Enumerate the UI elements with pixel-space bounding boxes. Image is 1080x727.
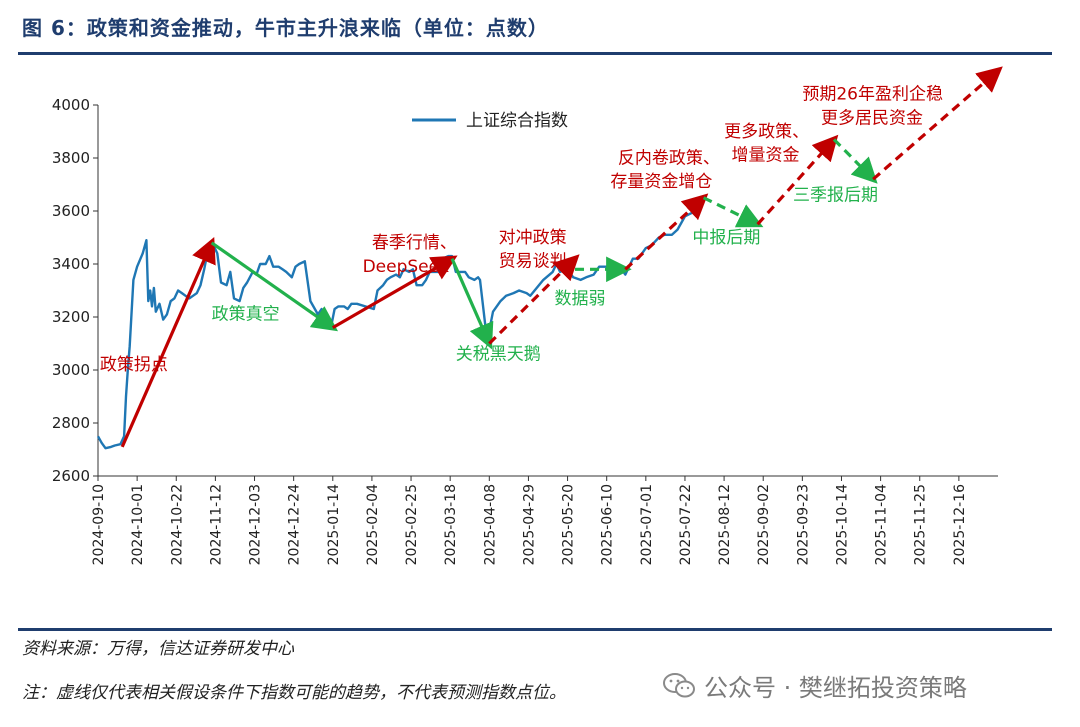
y-tick-label: 3000 xyxy=(52,361,90,379)
annotation-label: 存量资金增仓 xyxy=(610,172,712,192)
x-tick-label: 2024-11-12 xyxy=(208,484,224,565)
annotation-label: 春季行情、 xyxy=(372,233,457,253)
title-rule xyxy=(18,52,1052,55)
annotation-label: 政策拐点 xyxy=(100,355,168,375)
x-tick-label: 2025-09-23 xyxy=(795,484,811,565)
annotation-label: 预期26年盈利企稳 xyxy=(802,85,943,105)
x-tick-label: 2025-06-10 xyxy=(600,484,616,565)
x-tick-label: 2025-08-12 xyxy=(717,484,733,565)
x-tick-label: 2025-03-18 xyxy=(443,484,459,565)
annotation-label: 更多居民资金 xyxy=(821,109,923,129)
x-tick-label: 2025-02-25 xyxy=(404,484,420,565)
footer-rule xyxy=(18,628,1052,631)
x-tick-label: 2024-12-03 xyxy=(248,484,264,565)
trend-arrow-up xyxy=(331,255,458,329)
annotation-label: 政策真空 xyxy=(212,305,280,325)
y-tick-label: 2800 xyxy=(52,414,90,432)
trend-arrow-up xyxy=(120,236,216,448)
y-tick-label: 4000 xyxy=(52,96,90,114)
annotation-label: 反内卷政策、 xyxy=(618,148,720,168)
annotation-label: 贸易谈判 xyxy=(499,252,567,272)
y-tick-label: 3800 xyxy=(52,149,90,167)
x-tick-label: 2025-07-01 xyxy=(639,484,655,565)
legend-label: 上证综合指数 xyxy=(466,111,568,131)
x-tick-label: 2025-04-29 xyxy=(521,484,537,565)
x-tick-label: 2025-09-02 xyxy=(756,484,772,565)
chart-axes: 2600 2800 3000 3200 3400 3600 3800 4000 2024-09-… xyxy=(52,96,998,565)
x-tick-label: 2025-12-16 xyxy=(952,484,968,565)
chart-legend: 上证综合指数 xyxy=(412,111,568,131)
source-note: 资料来源：万得，信达证券研发中心 xyxy=(22,639,294,659)
x-tick-label: 2024-12-24 xyxy=(287,484,303,565)
figure-title: 图 6：政策和资金推动，牛市主升浪来临（单位：点数） xyxy=(22,16,549,40)
index-chart: 2600 2800 3000 3200 3400 3600 3800 4000 2024-09-… xyxy=(52,66,1003,565)
watermark: 公众号 · 樊继拓投资策略 xyxy=(662,668,967,703)
annotation-label: 对冲政策 xyxy=(499,228,567,248)
trend-arrow-up xyxy=(488,254,580,345)
x-tick-label: 2024-10-22 xyxy=(169,484,185,565)
trend-arrow-down xyxy=(832,138,878,184)
annotation-label: 更多政策、 xyxy=(724,122,809,142)
y-tick-label: 3600 xyxy=(52,202,90,220)
annotation-label: 增量资金 xyxy=(732,146,800,166)
y-tick-label: 3200 xyxy=(52,308,90,326)
x-tick-label: 2025-04-08 xyxy=(482,484,498,565)
x-tick-label: 2025-05-20 xyxy=(561,484,577,565)
arrow-layer xyxy=(120,66,1003,448)
trend-arrow-down xyxy=(702,196,764,228)
x-tick-label: 2025-11-25 xyxy=(913,484,929,565)
x-tick-label: 2025-11-04 xyxy=(874,484,890,565)
x-tick-label: 2024-10-01 xyxy=(130,484,146,565)
annotation-label: 三季报后期 xyxy=(793,185,878,205)
x-tick-label: 2025-10-14 xyxy=(834,484,850,565)
trend-arrow-up xyxy=(872,66,1003,181)
x-tick-label: 2025-01-14 xyxy=(326,484,342,565)
annotation-label: 中报后期 xyxy=(692,228,760,248)
disclaimer-note: 注：虚线仅代表相关假设条件下指数可能的趋势，不代表预测指数点位。 xyxy=(22,683,566,703)
trend-arrow-up xyxy=(624,193,709,271)
trend-arrow-down xyxy=(210,241,339,332)
annotation-label: 关税黑天鹅 xyxy=(456,344,541,364)
trend-arrow-down xyxy=(450,258,494,350)
x-tick-label: 2024-09-10 xyxy=(91,484,107,565)
y-tick-label: 2600 xyxy=(52,467,90,485)
y-tick-label: 3400 xyxy=(52,255,90,273)
x-tick-label: 2025-02-04 xyxy=(365,484,381,565)
x-tick-label: 2025-07-22 xyxy=(678,484,694,565)
annotation-label: DeepSeek xyxy=(363,257,450,277)
watermark-text: 公众号 · 樊继拓投资策略 xyxy=(704,674,967,702)
annotation-label: 数据弱 xyxy=(555,289,606,309)
wechat-icon xyxy=(663,672,695,697)
trend-arrow-up xyxy=(756,134,839,226)
